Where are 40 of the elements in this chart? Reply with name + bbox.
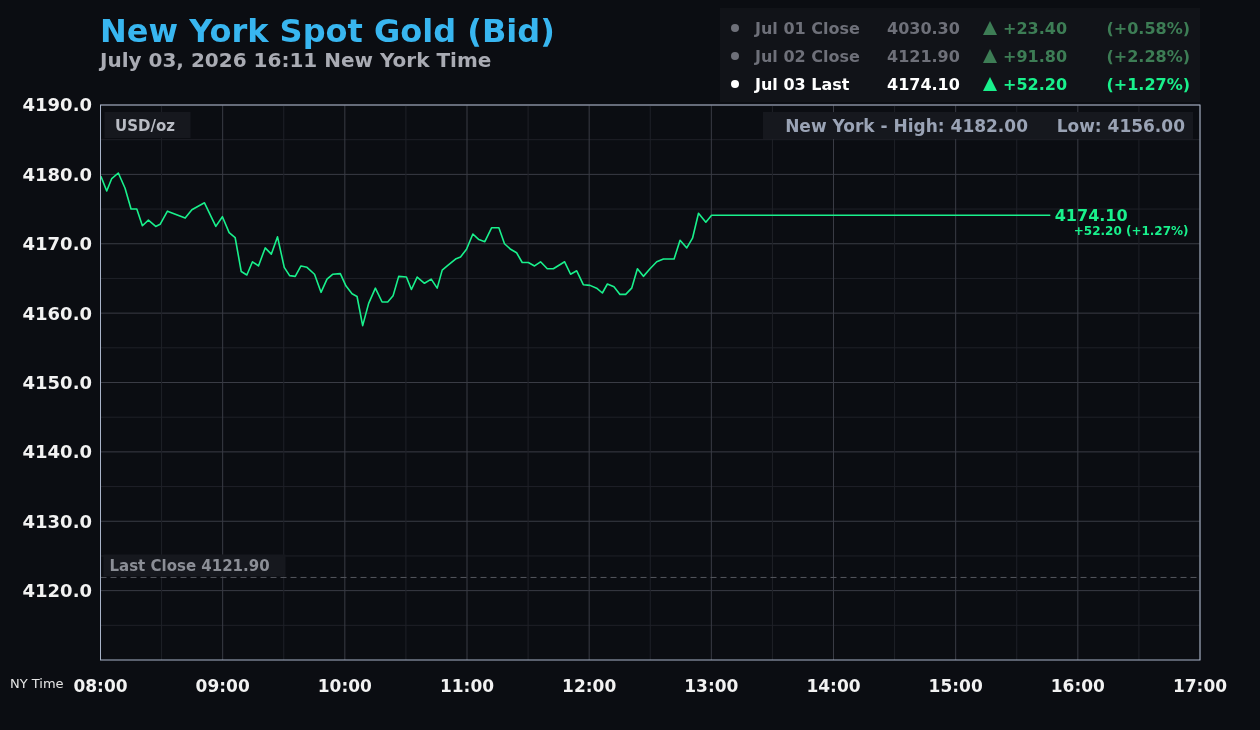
x-axis-title: NY Time — [10, 676, 64, 691]
x-tick-label: 16:00 — [1050, 676, 1106, 696]
y-tick-label: 4140.0 — [22, 441, 92, 463]
text: (+1.27%) — [1106, 75, 1190, 94]
text: Jul 02 Close — [754, 47, 860, 66]
y-tick-label: 4190.0 — [22, 94, 92, 116]
x-tick-label: 15:00 — [928, 676, 983, 696]
chart-subtitle: July 03, 2026 16:11 New York Time — [98, 48, 492, 72]
y-tick-label: 4170.0 — [22, 233, 92, 255]
x-tick-label: 08:00 — [73, 676, 128, 696]
ref-line-label: Last Close 4121.90 — [109, 557, 270, 576]
annotation: Low: 4156.00 — [1056, 116, 1186, 136]
x-tick-label: 12:00 — [562, 676, 617, 696]
annotation: +52.20 (+1.27%) — [1073, 223, 1189, 238]
chart-title: New York Spot Gold (Bid) — [100, 12, 555, 50]
text: 4174.10 — [887, 75, 960, 94]
text: Jul 03 Last — [754, 75, 850, 94]
x-tick-label: 17:00 — [1172, 676, 1228, 696]
x-tick-label: 10:00 — [317, 676, 373, 696]
line-series — [100, 172, 1051, 327]
y-tick-label: 4180.0 — [22, 163, 92, 185]
text: +91.80 — [1003, 47, 1068, 66]
x-tick-label: 11:00 — [439, 676, 495, 696]
text: (+2.28%) — [1106, 47, 1190, 66]
annotation: 4174.10 — [1054, 206, 1128, 226]
y-tick-label: 4120.0 — [22, 580, 92, 602]
text: 4121.90 — [887, 47, 960, 66]
text: 4030.30 — [887, 19, 960, 38]
x-tick-label: 09:00 — [195, 676, 250, 696]
text: Jul 01 Close — [754, 19, 860, 38]
x-tick-label: 14:00 — [806, 676, 861, 696]
text: +23.40 — [1003, 19, 1068, 38]
y-axis-title: USD/oz — [115, 117, 176, 135]
text: (+0.58%) — [1106, 19, 1190, 38]
y-tick-label: 4160.0 — [22, 302, 92, 324]
annotation: New York - High: 4182.00 — [785, 116, 1029, 136]
y-tick-label: 4130.0 — [22, 510, 92, 532]
y-tick-label: 4150.0 — [22, 371, 92, 393]
x-tick-label: 13:00 — [684, 676, 739, 696]
text: +52.20 — [1003, 75, 1068, 94]
